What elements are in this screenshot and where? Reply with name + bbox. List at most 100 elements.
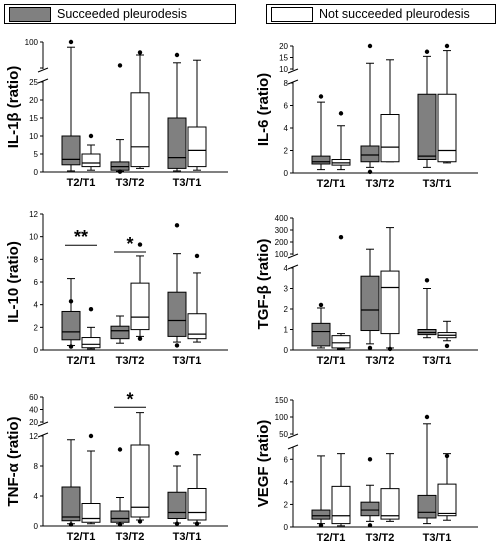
box-not-succeeded-2 [380,227,400,352]
legend-label-succeeded: Succeeded pleurodesis [57,7,187,21]
outlier-point [367,523,373,528]
y-tick-label: 10 [279,65,288,74]
box-iqr [81,503,101,523]
box-succeeded-1 [311,302,331,349]
outlier-point [174,343,180,348]
y-tick-label: 20 [29,96,38,105]
x-tick-label: T3/T2 [366,355,395,367]
box-not-succeeded-3 [437,43,457,164]
chart-panel-6: 0 2 4 6 50 100 150 VEGF (ratio) T2/T1 T3/T2 T3/T1 [255,396,478,544]
outlier-point [137,242,143,247]
chart-panel-5: 0 4 8 12 20 40 60 TNF-α (ratio) T2/T1 T3/T2 T3/T1 * [5,389,228,543]
x-tick-label: T3/T2 [366,178,395,190]
y-tick-label: 15 [29,114,38,123]
box-not-succeeded-3 [437,453,457,521]
y-axis-label: TGF-β (ratio) [255,239,272,330]
y-tick-label: 0 [34,346,39,355]
axis-break-mark [37,421,49,427]
box-iqr [61,310,81,341]
x-tick-label: T2/T1 [317,532,346,544]
outlier-point [68,299,74,304]
box-not-succeeded-1 [331,111,351,171]
y-axis-label: IL-6 (ratio) [255,73,272,146]
outlier-point [387,346,393,352]
outlier-point [137,50,143,55]
box-iqr [417,494,437,519]
axis-break-mark [37,432,49,438]
chart-panel-4: 0 1 2 3 4 100 200 300 400 TGF-β (ratio) T2/T1 T3/T2… [255,214,478,367]
axis-break-mark [37,67,49,73]
outlier-point [68,344,74,349]
box-succeeded-3 [417,278,437,339]
y-tick-label: 5 [34,150,39,159]
y-tick-label: 4 [34,301,39,310]
x-tick-label: T3/T1 [173,355,202,367]
y-tick-label: 150 [275,396,289,405]
significance-label: ** [74,227,88,247]
outlier-point [424,278,430,283]
box-iqr [167,491,187,519]
box-iqr [187,488,207,521]
outlier-point [367,345,373,351]
outlier-point [367,169,373,175]
box-not-succeeded-2 [380,59,400,163]
y-tick-label: 10 [29,233,38,242]
outlier-point [117,169,123,174]
y-tick-label: 400 [275,214,289,223]
y-tick-label: 0 [284,346,289,355]
outlier-point [318,94,324,99]
y-tick-label: 8 [34,462,39,471]
y-tick-label: 2 [34,323,39,332]
outlier-point [137,336,143,341]
outlier-point [367,457,373,462]
outlier-point [117,63,123,68]
box-iqr [360,501,380,517]
box-iqr [81,337,101,349]
legend-item-succeeded: Succeeded pleurodesis [4,4,236,24]
box-not-succeeded-3 [187,59,207,171]
box-not-succeeded-2 [130,242,150,341]
axis-break-mark [37,78,49,84]
axis-break-mark [287,79,299,85]
box-succeeded-1 [311,94,331,171]
y-axis-label: TNF-α (ratio) [5,416,22,506]
box-iqr [61,135,81,166]
y-tick-label: 0 [34,168,39,177]
y-axis-label: IL-1β (ratio) [5,66,22,149]
x-tick-label: T3/T2 [116,355,145,367]
y-axis-label: VEGF (ratio) [255,420,272,508]
y-tick-label: 200 [275,238,289,247]
box-iqr [437,93,457,163]
axis-break-mark [287,68,299,74]
box-succeeded-2 [360,248,380,351]
outlier-point [194,253,200,259]
outlier-point [174,223,180,228]
y-tick-label: 100 [275,413,289,422]
outlier-point [194,521,200,526]
box-iqr [311,509,331,520]
significance-label: * [126,389,133,409]
box-iqr [130,282,150,331]
box-not-succeeded-2 [130,50,150,169]
y-tick-label: 20 [279,42,288,51]
legend-swatch-succeeded [9,7,51,22]
x-tick-label: T3/T2 [116,531,145,543]
box-iqr [380,270,400,335]
outlier-point [338,235,344,240]
box-iqr [61,486,81,522]
box-iqr [360,145,380,163]
y-tick-label: 60 [29,393,38,402]
box-not-succeeded-1 [331,235,351,350]
box-not-succeeded-3 [437,320,457,349]
x-tick-label: T3/T2 [366,532,395,544]
box-succeeded-1 [311,455,331,528]
box-not-succeeded-3 [187,454,207,526]
box-succeeded-1 [61,278,81,349]
outlier-point [68,39,74,45]
axis-break-mark [287,433,299,439]
y-tick-label: 100 [275,250,289,259]
outlier-point [318,302,324,308]
outlier-point [338,111,344,116]
y-tick-label: 12 [29,210,38,219]
y-tick-label: 300 [275,226,289,235]
